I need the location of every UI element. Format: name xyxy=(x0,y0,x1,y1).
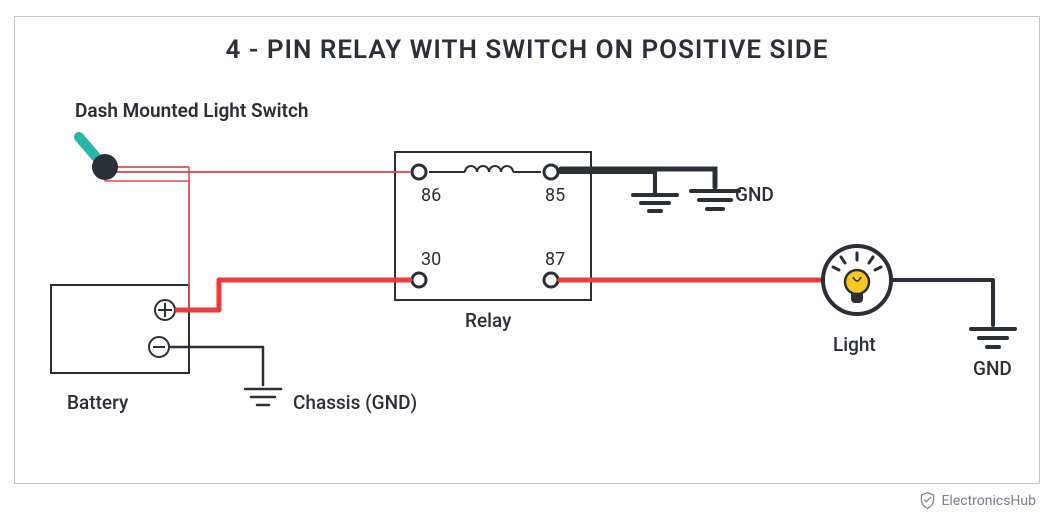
pin-30-terminal xyxy=(412,273,426,287)
circuit-svg xyxy=(15,17,1039,483)
pin-87-terminal xyxy=(544,273,558,287)
wire-batt-to-30 xyxy=(177,280,410,310)
gnd-chassis-icon xyxy=(245,389,281,405)
battery-box xyxy=(51,285,189,373)
thin-control-wire-2 xyxy=(110,167,410,310)
switch-icon xyxy=(79,137,118,180)
diagram-frame: 4 - PIN RELAY WITH SWITCH ON POSITIVE SI… xyxy=(14,16,1040,484)
shield-icon xyxy=(920,492,935,509)
watermark: ElectronicsHub xyxy=(920,492,1036,509)
thin-control-wire xyxy=(105,167,409,310)
watermark-text: ElectronicsHub xyxy=(941,493,1036,509)
gnd-top-icon xyxy=(633,195,677,211)
light-icon xyxy=(823,246,891,314)
wire-85-to-gnd xyxy=(560,172,655,192)
pin-85-terminal xyxy=(544,165,558,179)
battery-plus-icon xyxy=(155,300,175,320)
battery-minus-icon xyxy=(149,337,169,357)
gnd-right-icon xyxy=(971,329,1015,347)
wire-batt-to-switch xyxy=(105,172,189,310)
relay-coil-icon xyxy=(429,166,541,172)
wire-batt-minus-to-chassis xyxy=(171,347,263,385)
pin-86-terminal xyxy=(412,165,426,179)
wire-light-to-gnd xyxy=(891,280,993,325)
gnd-top-icon-2 xyxy=(691,191,739,209)
